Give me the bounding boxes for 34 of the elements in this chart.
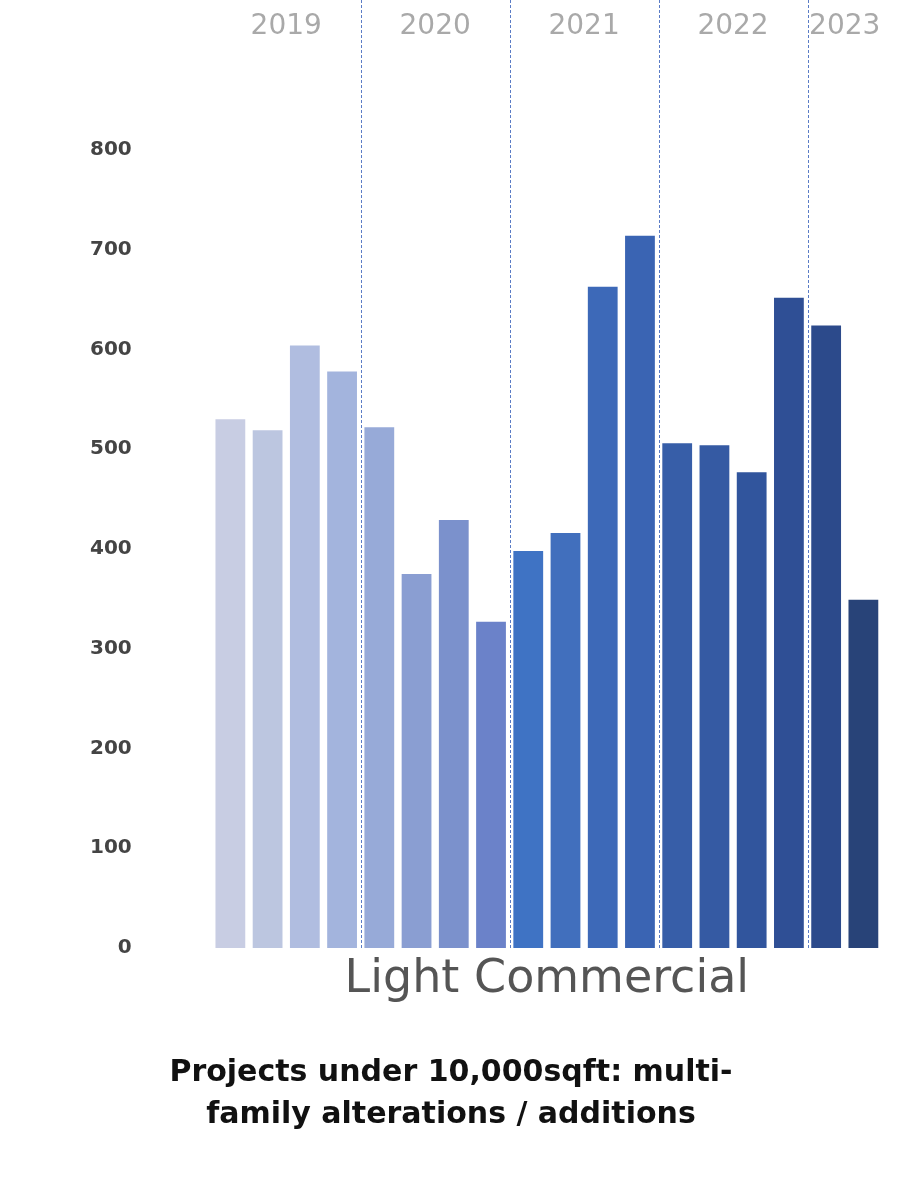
bar	[550, 533, 581, 948]
y-tick-label: 100	[90, 834, 132, 859]
y-tick-label: 200	[90, 734, 132, 759]
text: 2021	[547, 8, 621, 41]
text: 2022	[696, 8, 770, 41]
bar	[811, 325, 842, 948]
y-tick-label: 800	[90, 136, 132, 161]
bar	[662, 443, 693, 948]
bar	[327, 371, 357, 948]
bar	[848, 599, 879, 948]
bar	[625, 235, 655, 948]
text: 2019	[249, 8, 323, 41]
bar	[215, 419, 246, 948]
y-tick-label: 700	[90, 235, 132, 260]
y-tick-label: 300	[90, 634, 132, 659]
text: 2023	[808, 8, 882, 41]
bar	[587, 286, 618, 948]
y-tick-label: 0	[117, 934, 132, 959]
bar	[774, 297, 804, 948]
y-tick-label: 400	[90, 535, 132, 560]
bar	[476, 621, 506, 948]
bar	[438, 520, 469, 948]
bar	[401, 573, 432, 948]
y-tick-label: 600	[90, 335, 132, 360]
text: 2020	[398, 8, 472, 41]
text: Projects under 10,000sqft: multi-family alterations / additions	[168, 1052, 734, 1132]
bar	[364, 427, 395, 948]
bar	[513, 551, 544, 948]
bar	[252, 430, 283, 948]
bar	[289, 345, 320, 948]
bar	[736, 472, 767, 948]
x-axis-title: Light Commercial	[344, 948, 750, 1003]
bar	[699, 445, 730, 948]
y-tick-label: 500	[90, 435, 132, 460]
